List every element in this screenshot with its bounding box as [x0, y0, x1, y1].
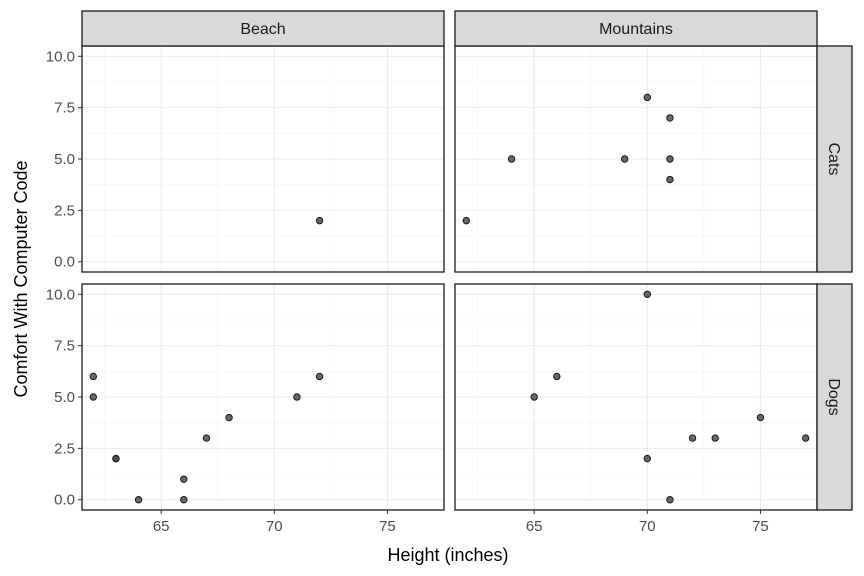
x-tick-label: 65 — [526, 518, 543, 535]
data-point-mountains-cats — [666, 175, 674, 184]
y-tick-label: 10.0 — [46, 286, 75, 303]
data-point-mountains-cats — [666, 114, 674, 122]
data-point-mountains-dogs — [666, 496, 674, 504]
data-point-mountains-dogs — [530, 393, 538, 401]
facet-label-dogs: Dogs — [825, 378, 842, 415]
data-point-beach-dogs — [180, 475, 188, 483]
y-tick-label: 0.0 — [54, 492, 75, 509]
grid-layer — [82, 46, 817, 510]
y-tick-label: 7.5 — [54, 338, 75, 355]
data-point-mountains-dogs — [643, 290, 652, 298]
y-axis-title: Comfort With Computer Code — [11, 160, 31, 397]
facet-strip-beach — [81, 10, 445, 47]
x-tick-label: 70 — [266, 518, 283, 535]
y-tick-label: 0.0 — [54, 254, 75, 271]
data-point-mountains-cats — [507, 155, 516, 163]
data-point-mountains-cats — [620, 155, 629, 163]
facet-label-beach: Beach — [240, 21, 285, 38]
data-point-mountains-dogs — [553, 372, 561, 381]
data-point-mountains-dogs — [756, 413, 765, 422]
data-point-mountains-dogs — [688, 434, 697, 442]
x-tick-label: 75 — [379, 518, 396, 535]
strip-layer: Beach Mountains Cats Dogs — [81, 10, 853, 511]
points-layer — [89, 93, 810, 504]
y-tick-label: 2.5 — [54, 202, 75, 219]
data-point-beach-dogs — [112, 454, 120, 463]
facet-label-cats: Cats — [825, 143, 842, 176]
data-point-beach-dogs — [180, 496, 188, 504]
facet-strip-dogs — [816, 283, 853, 511]
y-tick-label: 10.0 — [46, 48, 75, 65]
data-point-beach-dogs — [134, 496, 143, 504]
data-point-mountains-cats — [462, 216, 471, 225]
facet-strip-mountains — [454, 10, 818, 47]
data-point-beach-dogs — [315, 372, 324, 381]
y-tick-label: 5.0 — [54, 389, 75, 406]
data-point-beach-dogs — [225, 413, 233, 422]
data-point-mountains-cats — [643, 93, 652, 102]
axis-layer: 0.0 2.5 5.0 7.5 10.0 0.0 2.5 5.0 7.5 10.0 65 70 75 65… — [46, 48, 769, 535]
data-point-mountains-dogs — [801, 434, 810, 442]
data-point-mountains-dogs — [643, 454, 652, 463]
data-point-beach-dogs — [293, 393, 301, 401]
data-point-mountains-dogs — [711, 434, 719, 442]
x-axis-title: Height (inches) — [387, 545, 508, 565]
data-point-mountains-cats — [666, 155, 674, 163]
x-tick-label: 70 — [639, 518, 656, 535]
data-point-beach-dogs — [89, 393, 98, 401]
data-point-beach-dogs — [202, 434, 211, 442]
data-point-beach-cats — [315, 216, 324, 225]
y-tick-label: 5.0 — [54, 151, 75, 168]
x-tick-label: 75 — [752, 518, 769, 535]
y-tick-label: 2.5 — [54, 440, 75, 457]
data-point-beach-dogs — [89, 372, 98, 381]
facet-strip-cats — [816, 45, 853, 273]
x-tick-label: 65 — [153, 518, 170, 535]
facet-label-mountains: Mountains — [599, 21, 673, 38]
y-tick-label: 7.5 — [54, 100, 75, 117]
